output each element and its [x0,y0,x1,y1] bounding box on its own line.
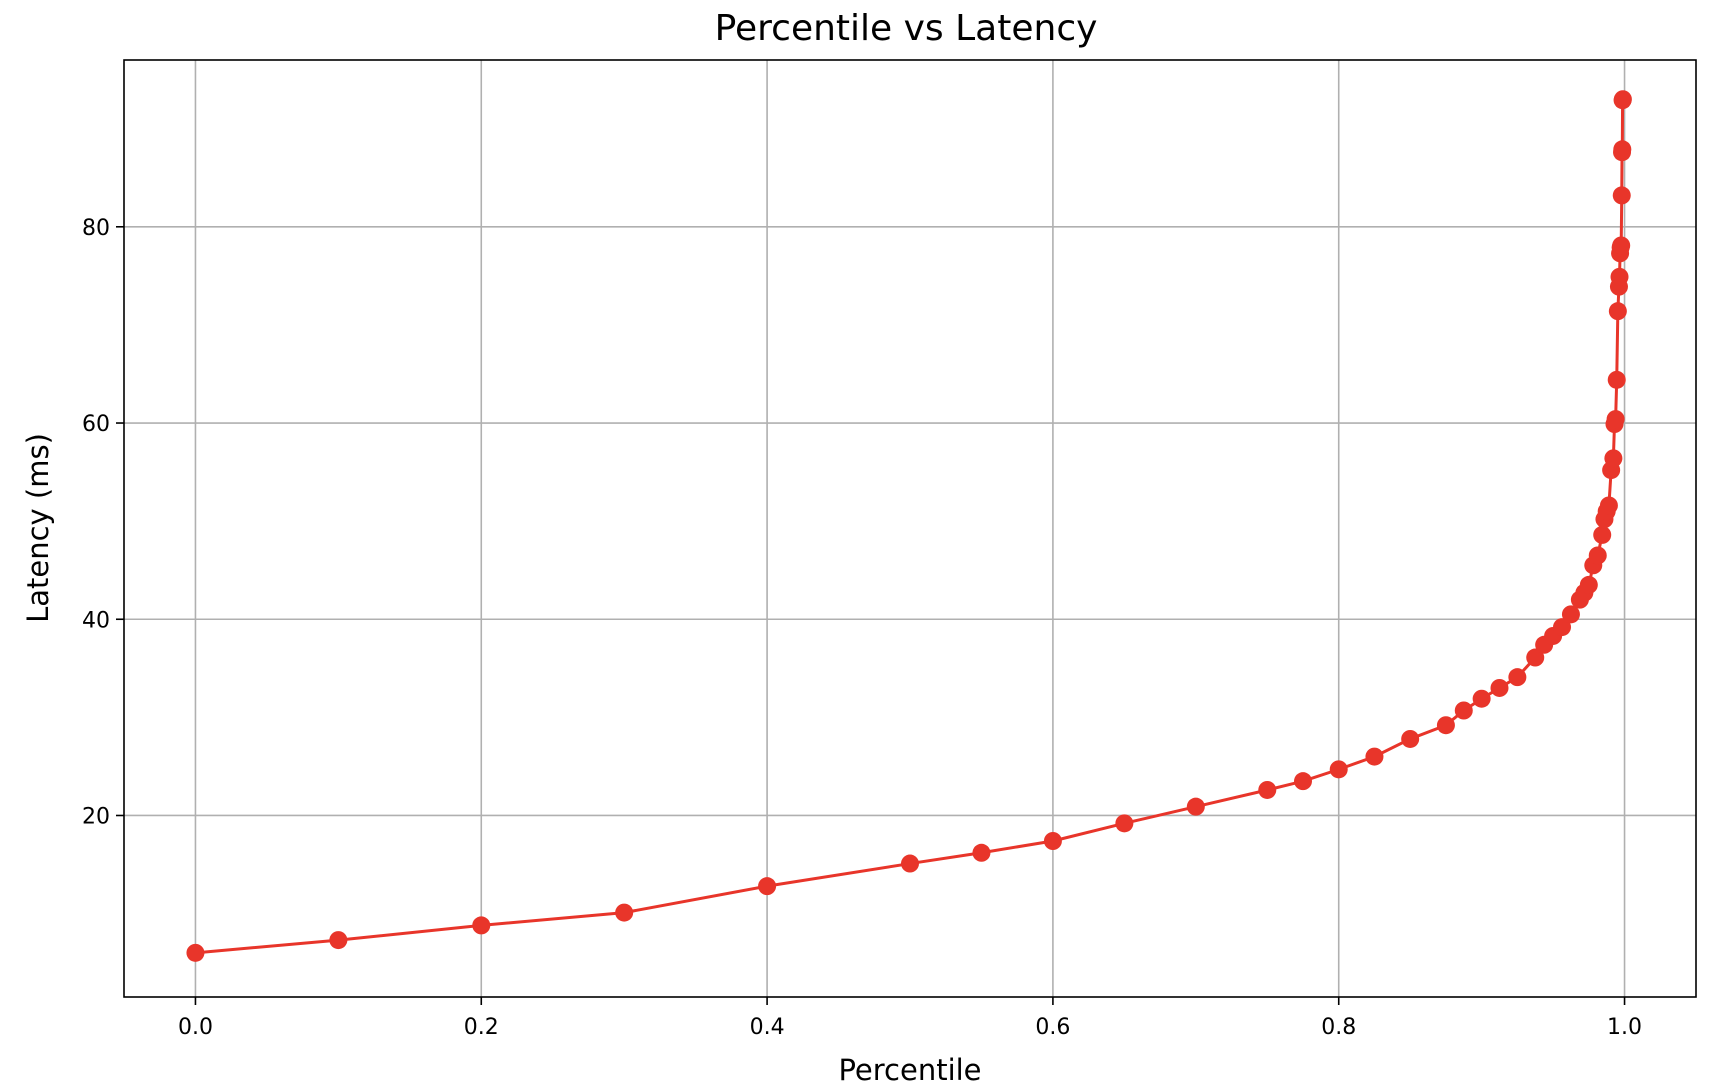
data-point [972,843,991,862]
y-tick-label: 40 [82,608,110,633]
x-tick-label: 0.8 [1321,1015,1356,1040]
y-tick-label: 20 [82,804,110,829]
data-point [1329,760,1348,779]
data-point [1454,701,1473,720]
ticks-layer: 0.0 0.2 0.4 0.6 0.8 1.0 20 40 60 80 [82,216,1642,1040]
x-axis-label: Percentile [838,1053,981,1086]
data-point [1490,678,1509,697]
data-point [1608,302,1627,321]
data-point [329,931,348,950]
data-point [1599,496,1618,515]
x-tick-label: 0.2 [464,1015,499,1040]
y-axis-label: Latency (ms) [21,433,55,623]
x-tick-label: 1.0 [1607,1015,1642,1040]
data-point [1553,618,1572,637]
data-point [1607,370,1626,389]
data-point [1258,780,1277,799]
data-point [1561,605,1580,624]
data-point [1401,729,1420,748]
x-tick-label: 0.4 [750,1015,785,1040]
data-point [615,903,634,922]
data-point [1604,449,1623,468]
data-point [1588,546,1607,565]
data-point [1613,90,1632,109]
y-tick-label: 60 [82,412,110,437]
data-point [1610,267,1629,286]
data-point [1613,140,1632,159]
data-point [901,854,919,873]
series-layer [186,90,1632,962]
data-point [1606,410,1625,429]
data-point [472,916,491,935]
data-point [1579,575,1598,594]
grid-layer [124,60,1696,997]
data-point [1508,668,1527,687]
y-tick-label: 80 [82,216,110,241]
data-point [1526,648,1545,667]
data-point [1436,716,1455,735]
chart-title: Percentile vs Latency [715,8,1098,49]
x-tick-label: 0.6 [1035,1015,1070,1040]
data-point [1365,747,1384,766]
data-point [1043,832,1062,850]
x-tick-label: 0.0 [178,1015,213,1040]
data-point [1472,689,1491,708]
data-point [1612,186,1631,205]
data-point [1186,797,1205,816]
plot-frame [123,59,1697,998]
data-point [1612,236,1631,255]
data-point [758,877,777,896]
data-point [1115,814,1134,833]
data-point [1593,525,1612,544]
data-point [186,943,205,962]
data-point [1294,772,1312,791]
